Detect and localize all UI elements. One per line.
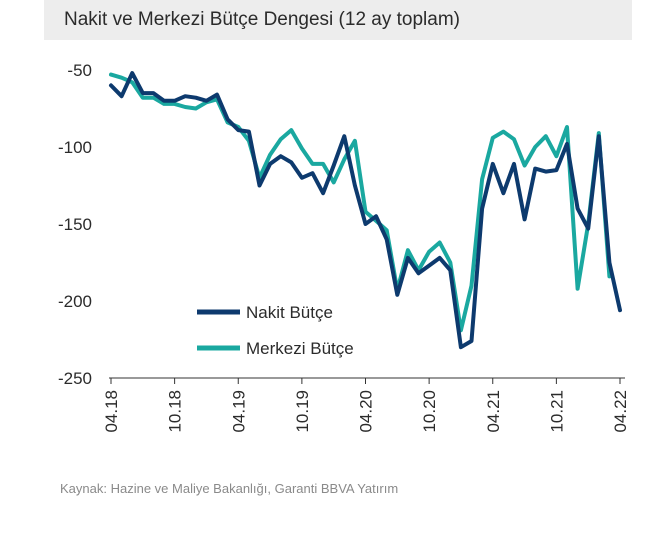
x-tick-label: 04.22 bbox=[611, 390, 630, 433]
title-bar bbox=[44, 0, 632, 40]
series-line-merkezi-butce bbox=[109, 72, 612, 333]
x-tick-label: 10.19 bbox=[293, 390, 312, 433]
legend-label-merkezi: Merkezi Bütçe bbox=[246, 339, 354, 358]
chart-title: Nakit ve Merkezi Bütçe Dengesi (12 ay to… bbox=[64, 9, 460, 30]
x-tick-label: 04.20 bbox=[357, 390, 376, 433]
y-tick-label: -100 bbox=[58, 138, 92, 157]
x-tick-label: 04.21 bbox=[484, 390, 503, 433]
source-note: Kaynak: Hazine ve Maliye Bakanlığı, Gara… bbox=[60, 481, 398, 496]
x-tick-label: 10.20 bbox=[420, 390, 439, 433]
y-tick-label: -250 bbox=[58, 369, 92, 388]
legend: Nakit Bütçe Merkezi Bütçe bbox=[197, 303, 354, 358]
y-tick-label: -200 bbox=[58, 292, 92, 311]
x-tick-label: 04.19 bbox=[229, 390, 248, 433]
y-tick-label: -150 bbox=[58, 215, 92, 234]
y-tick-label: -50 bbox=[67, 61, 92, 80]
legend-label-nakit: Nakit Bütçe bbox=[246, 303, 333, 322]
x-tick-label: 10.18 bbox=[166, 390, 185, 433]
series-line-nakit-butce bbox=[109, 71, 622, 350]
x-tick-label: 04.18 bbox=[102, 390, 121, 433]
x-tick-label: 10.21 bbox=[547, 390, 566, 433]
